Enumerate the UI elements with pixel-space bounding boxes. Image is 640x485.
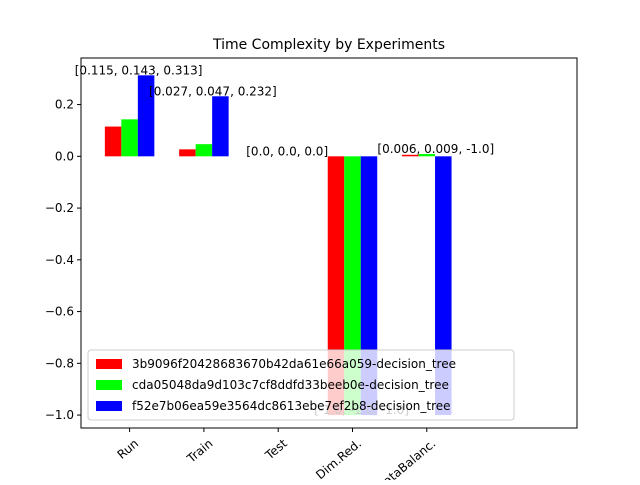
y-tick-label: 0.2	[55, 98, 74, 112]
x-tick-label: Dim.Red.	[313, 436, 364, 480]
x-tick-label: Test	[262, 436, 290, 463]
legend-label-0: 3b9096f20428683670b42da61e66a059-decisio…	[132, 357, 456, 371]
plot-frame	[80, 57, 578, 429]
y-tick-label: −0.2	[45, 201, 74, 215]
bar-s2-1	[212, 96, 229, 157]
legend-label-2: f52e7b06ea59e3564dc8613ebe7ef2b8-decisio…	[132, 399, 451, 413]
data-label-1: [0.027, 0.047, 0.232]	[149, 84, 277, 98]
legend-box	[87, 349, 515, 421]
chart-title: Time Complexity by Experiments	[212, 37, 445, 53]
bar-s0-0	[104, 126, 122, 157]
bar-s1-0	[121, 119, 138, 157]
bar-s1-4	[418, 153, 436, 157]
y-tick-label: −0.6	[45, 305, 74, 319]
data-label-4: [0.006, 0.009, -1.0]	[377, 142, 494, 156]
legend: 3b9096f20428683670b42da61e66a059-decisio…	[87, 349, 515, 421]
data-label-2: [0.0, 0.0, 0.0]	[246, 144, 328, 158]
bar-s0-1	[179, 149, 196, 157]
x-tick-label: Train	[184, 436, 216, 466]
data-label-0: [0.115, 0.143, 0.313]	[75, 63, 203, 77]
legend-swatch-1	[96, 380, 122, 390]
x-tick-label: DataBalanc.	[373, 436, 438, 480]
y-tick-label: −0.8	[45, 356, 74, 370]
bar-s1-1	[195, 144, 213, 157]
x-axis: Run Train Test Dim.Red. DataBalanc.	[115, 428, 438, 485]
x-tick-label: Run	[115, 436, 142, 462]
legend-swatch-0	[96, 359, 122, 369]
y-tick-label: 0.0	[55, 149, 74, 163]
bar-s0-4	[402, 154, 419, 157]
legend-swatch-2	[96, 401, 122, 411]
legend-label-1: cda05048da9d103c7cf8ddfd33beeb0e-decisio…	[132, 378, 449, 392]
y-axis: −1.0 −0.8 −0.6 −0.4 −0.2 0.0 0.2	[45, 98, 81, 422]
y-tick-label: −0.4	[45, 253, 74, 267]
y-tick-label: −1.0	[45, 408, 74, 422]
bar-s2-0	[137, 75, 155, 157]
